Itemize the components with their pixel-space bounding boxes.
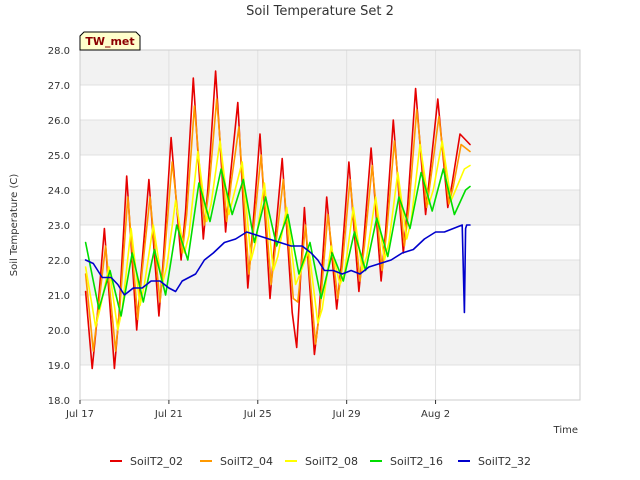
series-group <box>84 70 471 370</box>
background-band <box>80 120 580 155</box>
station-badge: TW_met <box>79 31 141 51</box>
y-tick-label: 25.0 <box>48 151 70 162</box>
plot-background-bands <box>80 50 580 365</box>
legend-label-soilt2_02: SoilT2_02 <box>130 455 183 468</box>
y-tick-label: 20.0 <box>48 326 70 337</box>
plot-frame <box>79 49 581 401</box>
legend-label-soilt2_04: SoilT2_04 <box>220 455 273 468</box>
y-tick-label: 24.0 <box>48 186 70 197</box>
series-line-soilt2_16 <box>84 168 471 317</box>
y-tick-label: 18.0 <box>48 396 70 407</box>
y-tick-label: 26.0 <box>48 116 70 127</box>
background-band <box>80 50 580 85</box>
legend: SoilT2_02 SoilT2_04 SoilT2_08 SoilT2_16 Soil… <box>110 455 531 468</box>
chart-title: Soil Temperature Set 2 <box>246 4 394 19</box>
legend-label-soilt2_16: SoilT2_16 <box>390 455 443 468</box>
series-line-soilt2_08 <box>84 140 471 331</box>
background-band <box>80 330 580 365</box>
x-axis-ticks: Jul 17 Jul 21 Jul 25 Jul 29 Aug 2 <box>65 400 450 420</box>
series-line-soilt2_32 <box>84 224 471 314</box>
x-axis-label: Time <box>553 425 578 436</box>
y-tick-label: 23.0 <box>48 221 70 232</box>
x-tick-label: Aug 2 <box>421 409 450 420</box>
x-tick-label: Jul 29 <box>332 409 361 420</box>
y-tick-label: 22.0 <box>48 256 70 267</box>
y-axis-label: Soil Temperature (C) <box>9 174 20 277</box>
y-tick-label: 21.0 <box>48 291 70 302</box>
x-tick-label: Jul 21 <box>154 409 183 420</box>
y-tick-label: 28.0 <box>48 46 70 57</box>
background-band <box>80 190 580 225</box>
y-tick-label: 19.0 <box>48 361 70 372</box>
x-tick-label: Jul 25 <box>243 409 272 420</box>
station-badge-label: TW_met <box>85 35 134 48</box>
x-tick-label: Jul 17 <box>65 409 94 420</box>
station-badge-shape <box>79 31 141 51</box>
y-tick-label: 27.0 <box>48 81 70 92</box>
legend-label-soilt2_32: SoilT2_32 <box>478 455 531 468</box>
legend-label-soilt2_08: SoilT2_08 <box>305 455 358 468</box>
y-axis-ticks: 18.0 19.0 20.0 21.0 22.0 23.0 24.0 25.0 26.0 27.0… <box>48 46 70 407</box>
